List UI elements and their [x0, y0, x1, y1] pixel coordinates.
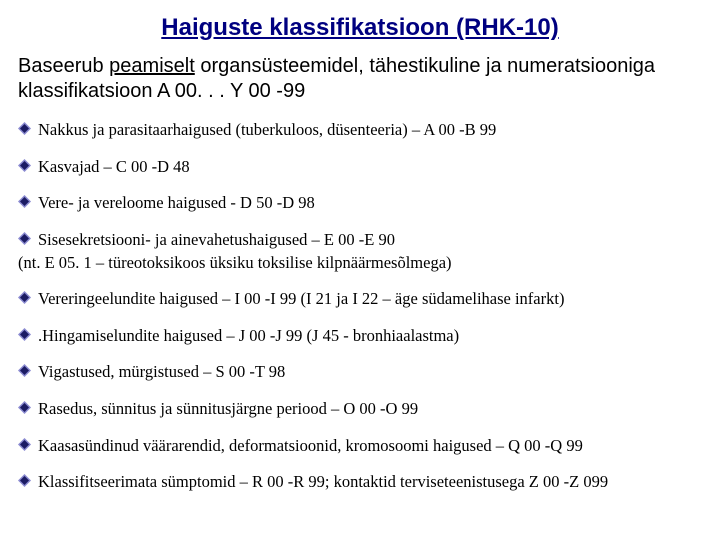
item-text: .Hingamiselundite haigused – J 00 -J 99 … — [38, 326, 459, 345]
list-item: Vigastused, mürgistused – S 00 -T 98 — [18, 362, 702, 383]
item-text: Klassifitseerimata sümptomid – R 00 -R 9… — [38, 472, 608, 491]
item-text: Vigastused, mürgistused – S 00 -T 98 — [38, 362, 285, 381]
lead-text-underline: peamiselt — [109, 55, 195, 77]
diamond-bullet-icon — [18, 122, 31, 135]
item-text: Kaasasündinud väärarendid, deformatsioon… — [38, 436, 583, 455]
diamond-bullet-icon — [18, 328, 31, 341]
diamond-bullet-icon — [18, 195, 31, 208]
list-item: Kaasasündinud väärarendid, deformatsioon… — [18, 436, 702, 457]
diamond-bullet-icon — [18, 159, 31, 172]
list-item: Klassifitseerimata sümptomid – R 00 -R 9… — [18, 472, 702, 493]
item-text: Kasvajad – C 00 -D 48 — [38, 157, 190, 176]
list-item: .Hingamiselundite haigused – J 00 -J 99 … — [18, 326, 702, 347]
item-text: Nakkus ja parasitaarhaigused (tuberkuloo… — [38, 120, 496, 139]
list-item: Vere- ja vereloome haigused - D 50 -D 98 — [18, 193, 702, 214]
list-item: Kasvajad – C 00 -D 48 — [18, 157, 702, 178]
diamond-bullet-icon — [18, 401, 31, 414]
item-text: Vereringeelundite haigused – I 00 -I 99 … — [38, 289, 564, 308]
slide: Haiguste klassifikatsioon (RHK-10) Basee… — [0, 0, 720, 517]
diamond-bullet-icon — [18, 232, 31, 245]
lead-text-pre: Baseerub — [18, 55, 109, 77]
list-item: Rasedus, sünnitus ja sünnitusjärgne peri… — [18, 399, 702, 420]
diamond-bullet-icon — [18, 438, 31, 451]
bullet-list: Nakkus ja parasitaarhaigused (tuberkuloo… — [18, 120, 702, 493]
list-item: Vereringeelundite haigused – I 00 -I 99 … — [18, 289, 702, 310]
item-text: Sisesekretsiooni- ja ainevahetushaigused… — [38, 230, 395, 249]
list-item: Nakkus ja parasitaarhaigused (tuberkuloo… — [18, 120, 702, 141]
diamond-bullet-icon — [18, 291, 31, 304]
diamond-bullet-icon — [18, 364, 31, 377]
item-subtext: (nt. E 05. 1 – türeotoksikoos üksiku tok… — [18, 253, 702, 274]
list-item: Sisesekretsiooni- ja ainevahetushaigused… — [18, 230, 702, 273]
lead-paragraph: Baseerub peamiselt organsüsteemidel, täh… — [18, 54, 702, 104]
slide-title: Haiguste klassifikatsioon (RHK-10) — [18, 14, 702, 42]
item-text: Vere- ja vereloome haigused - D 50 -D 98 — [38, 193, 315, 212]
item-text: Rasedus, sünnitus ja sünnitusjärgne peri… — [38, 399, 418, 418]
diamond-bullet-icon — [18, 474, 31, 487]
